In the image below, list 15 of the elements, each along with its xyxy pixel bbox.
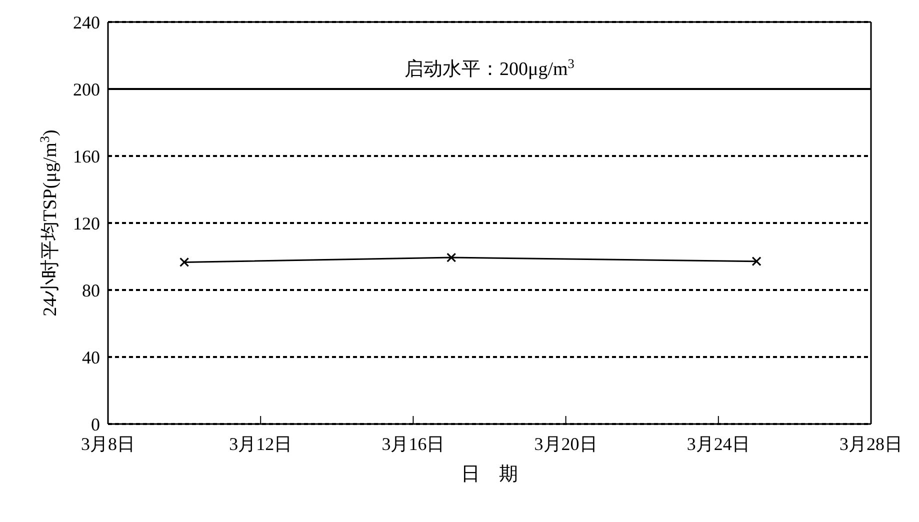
x-tick-label: 3月28日 [840, 434, 902, 454]
y-tick-label: 80 [82, 280, 100, 300]
y-tick-label: 240 [73, 12, 100, 32]
x-tick-label: 3月8日 [81, 434, 135, 454]
x-tick-label: 3月20日 [534, 434, 598, 454]
y-tick-label: 200 [73, 79, 100, 100]
ref-line-label: 启动水平：200μg/m$^{3}$ [404, 56, 575, 80]
x-tick-label: 3月12日 [229, 434, 292, 454]
y-tick-label: 40 [82, 347, 100, 368]
y-tick-label: 120 [73, 213, 100, 234]
x-tick-label: 3月16日 [382, 434, 445, 454]
x-axis-title: 日 期 [461, 464, 518, 485]
x-tick-label: 3月24日 [686, 434, 750, 454]
y-tick-label: 0 [91, 414, 100, 434]
y-tick-label: 160 [73, 146, 100, 166]
